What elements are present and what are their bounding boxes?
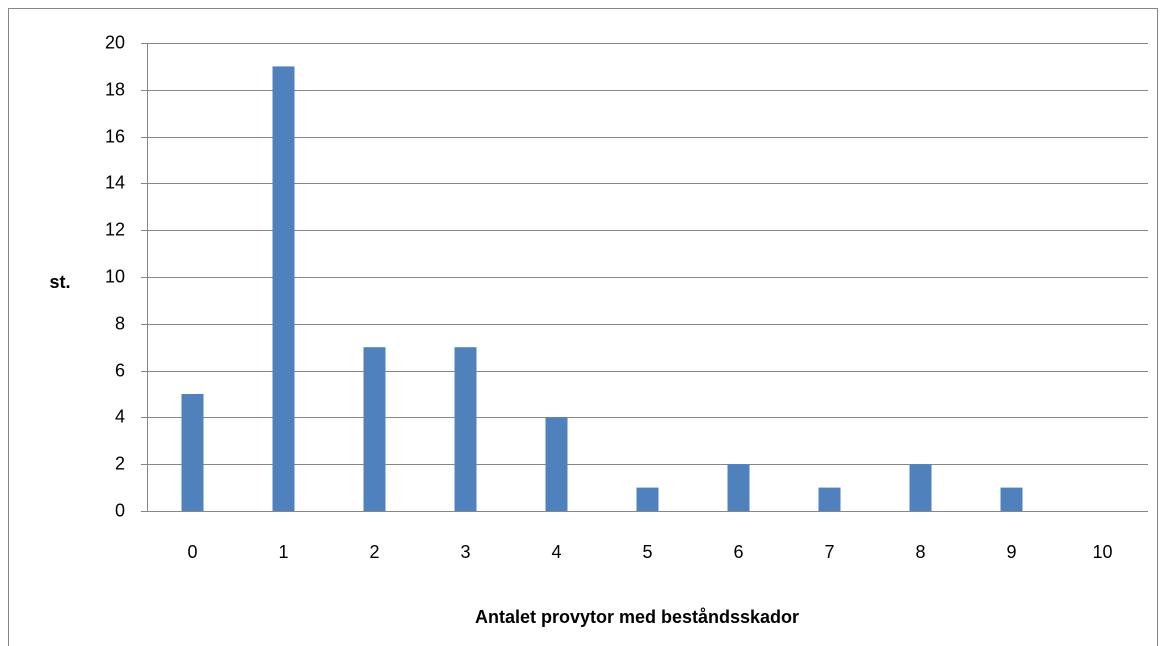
x-tick-label: 3 (460, 542, 470, 562)
y-tick-label: 14 (105, 172, 125, 192)
x-tick-label: 2 (369, 542, 379, 562)
y-tick-label: 12 (105, 219, 125, 239)
y-tick-label: 16 (105, 126, 125, 146)
bar (909, 464, 932, 511)
bar (727, 464, 750, 511)
x-tick-label: 9 (1006, 542, 1016, 562)
bar (181, 394, 204, 511)
bar (454, 347, 477, 511)
x-tick-label: 4 (551, 542, 561, 562)
x-tick-label: 8 (915, 542, 925, 562)
y-tick-label: 4 (115, 406, 125, 426)
x-tick-label: 10 (1092, 542, 1112, 562)
y-tick-label: 6 (115, 360, 125, 380)
bar (545, 417, 568, 511)
bar (1000, 487, 1023, 511)
x-tick-label: 5 (642, 542, 652, 562)
y-tick-label: 10 (105, 266, 125, 286)
y-tick-label: 0 (115, 500, 125, 520)
y-tick-label: 8 (115, 313, 125, 333)
x-tick-label: 1 (278, 542, 288, 562)
bar (818, 487, 841, 511)
bar (636, 487, 659, 511)
y-tick-label: 2 (115, 453, 125, 473)
chart-border (8, 8, 1158, 646)
x-tick-label: 7 (824, 542, 834, 562)
bar (363, 347, 386, 511)
x-tick-label: 0 (187, 542, 197, 562)
y-tick-label: 18 (105, 79, 125, 99)
bar (272, 66, 295, 512)
x-axis-title: Antalet provytor med beståndsskador (475, 607, 799, 627)
y-axis-title: st. (49, 272, 70, 292)
x-tick-label: 6 (733, 542, 743, 562)
y-tick-label: 20 (105, 32, 125, 52)
